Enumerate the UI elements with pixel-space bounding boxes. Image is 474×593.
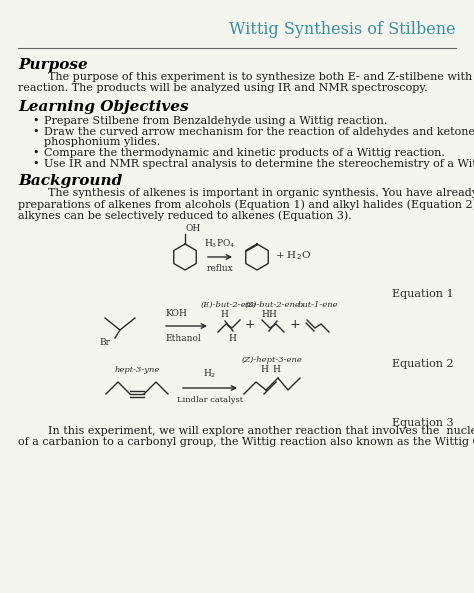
Text: H$_2$: H$_2$ (203, 368, 217, 380)
Text: H: H (228, 334, 236, 343)
Text: reflux: reflux (207, 264, 233, 273)
Text: hept-3-yne: hept-3-yne (114, 366, 160, 374)
Text: KOH: KOH (165, 309, 187, 318)
Text: •: • (32, 127, 38, 137)
Text: (Z)-hept-3-ene: (Z)-hept-3-ene (242, 356, 302, 364)
Text: Use IR and NMR spectral analysis to determine the stereochemistry of a Wittig re: Use IR and NMR spectral analysis to dete… (44, 159, 474, 169)
Text: The synthesis of alkenes is important in organic synthesis. You have already stu: The synthesis of alkenes is important in… (48, 188, 474, 198)
Text: Learning Objectives: Learning Objectives (18, 100, 189, 114)
Text: reaction. The products will be analyzed using IR and NMR spectroscopy.: reaction. The products will be analyzed … (18, 83, 428, 93)
Text: Wittig Synthesis of Stilbene: Wittig Synthesis of Stilbene (229, 21, 456, 38)
Text: H: H (260, 365, 268, 374)
Text: Br: Br (99, 338, 110, 347)
Text: In this experiment, we will explore another reaction that involves the  nucleoph: In this experiment, we will explore anot… (48, 426, 474, 436)
Text: Equation 3: Equation 3 (392, 418, 454, 428)
Text: Lindlar catalyst: Lindlar catalyst (177, 396, 243, 404)
Text: H: H (261, 310, 269, 319)
Text: Prepare Stilbene from Benzaldehyde using a Wittig reaction.: Prepare Stilbene from Benzaldehyde using… (44, 116, 387, 126)
Text: Draw the curved arrow mechanism for the reaction of aldehydes and ketones with: Draw the curved arrow mechanism for the … (44, 127, 474, 137)
Text: The purpose of this experiment is to synthesize both E- and Z-stilbene with a Wi: The purpose of this experiment is to syn… (48, 72, 474, 82)
Text: but-1-ene: but-1-ene (298, 301, 338, 309)
Text: Background: Background (18, 174, 122, 188)
Text: phosphonium ylides.: phosphonium ylides. (44, 137, 160, 147)
Text: H: H (272, 365, 280, 374)
Text: + H$_2$O: + H$_2$O (275, 250, 311, 262)
Text: Equation 1: Equation 1 (392, 289, 454, 299)
Text: +: + (290, 317, 301, 330)
Text: (E)-but-2-ene: (E)-but-2-ene (201, 301, 257, 309)
Text: +: + (245, 317, 255, 330)
Text: •: • (32, 148, 38, 158)
Text: (Z)-but-2-ene: (Z)-but-2-ene (245, 301, 301, 309)
Text: H: H (220, 310, 228, 319)
Text: H: H (268, 310, 276, 319)
Text: alkynes can be selectively reduced to alkenes (Equation 3).: alkynes can be selectively reduced to al… (18, 210, 352, 221)
Text: Equation 2: Equation 2 (392, 359, 454, 369)
Text: Purpose: Purpose (18, 58, 88, 72)
Text: preparations of alkenes from alcohols (Equation 1) and alkyl halides (Equation 2: preparations of alkenes from alcohols (E… (18, 199, 474, 209)
Text: H$_3$PO$_4$: H$_3$PO$_4$ (204, 238, 236, 250)
Text: OH: OH (186, 224, 201, 233)
Text: Ethanol: Ethanol (165, 334, 201, 343)
Text: •: • (32, 116, 38, 126)
Text: Compare the thermodynamic and kinetic products of a Wittig reaction.: Compare the thermodynamic and kinetic pr… (44, 148, 445, 158)
Text: •: • (32, 159, 38, 169)
Text: of a carbanion to a carbonyl group, the Wittig reaction also known as the Wittig: of a carbanion to a carbonyl group, the … (18, 437, 474, 447)
